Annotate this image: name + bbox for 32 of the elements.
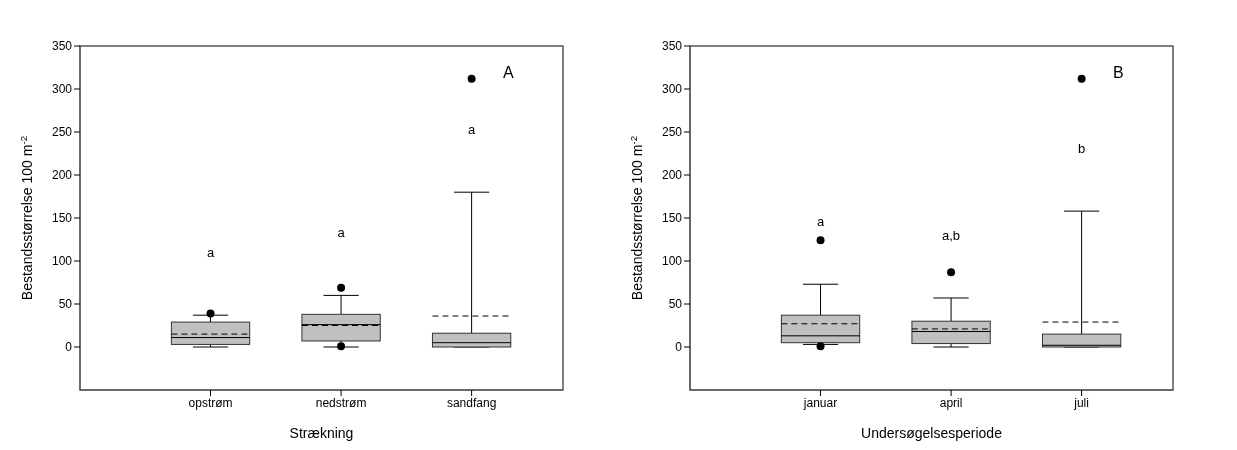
y-tick-label: 300	[661, 82, 683, 97]
y-tick-label: 250	[661, 125, 683, 140]
y-tick-label: 150	[661, 211, 683, 226]
x-tick-label: sandfang	[446, 395, 497, 410]
annotation: a,b	[942, 227, 961, 243]
x-axis-title: Strækning	[289, 425, 354, 441]
annotation: a	[468, 122, 476, 138]
annotation: a	[337, 225, 346, 241]
y-tick-label: 0	[65, 340, 73, 355]
y-tick-label: 50	[668, 297, 683, 312]
y-tick-label: 100	[661, 254, 683, 269]
annotation: A	[503, 64, 514, 82]
x-tick-label: juli	[1073, 395, 1089, 410]
y-tick-label: 0	[675, 340, 683, 355]
y-tick-label: 250	[51, 125, 73, 140]
x-tick-label: nedstrøm	[315, 395, 367, 410]
y-tick-label: 200	[661, 168, 683, 183]
x-tick-label: opstrøm	[188, 395, 233, 410]
x-tick-label: januar	[802, 395, 838, 410]
y-tick-label: 200	[51, 168, 73, 183]
annotation: B	[1113, 64, 1124, 82]
y-tick-label: 350	[661, 39, 683, 54]
x-tick-label: april	[939, 395, 963, 410]
y-tick-label: 300	[51, 82, 73, 97]
y-tick-label: 350	[51, 39, 73, 54]
y-tick-label: 50	[58, 297, 73, 312]
x-axis-title: Undersøgelsesperiode	[861, 425, 1003, 441]
annotation: a	[816, 214, 825, 230]
annotation: b	[1078, 141, 1086, 157]
y-tick-label: 150	[51, 211, 73, 226]
annotation: a	[206, 245, 215, 261]
y-tick-label: 100	[51, 254, 73, 269]
